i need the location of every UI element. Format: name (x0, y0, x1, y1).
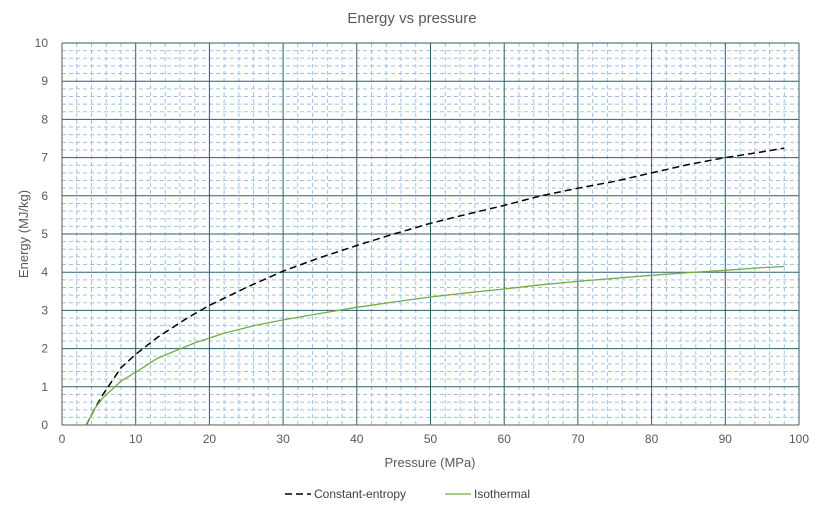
x-tick-label: 30 (276, 432, 290, 446)
legend: Constant-entropy Isothermal (285, 487, 530, 501)
chart-title: Energy vs pressure (347, 10, 476, 27)
y-tick-label: 7 (41, 151, 48, 165)
x-tick-labels: 0 10 20 30 40 50 60 70 80 90 100 (59, 432, 810, 446)
x-tick-label: 100 (789, 432, 809, 446)
y-tick-label: 2 (41, 342, 48, 356)
series-line-isothermal (85, 265, 785, 426)
x-tick-label: 20 (203, 432, 217, 446)
x-tick-label: 10 (129, 432, 143, 446)
x-axis-label: Pressure (MPa) (384, 455, 475, 470)
y-tick-label: 8 (41, 112, 48, 126)
y-axis-label: Energy (MJ/kg) (16, 190, 31, 278)
x-tick-label: 90 (719, 432, 733, 446)
x-tick-label: 0 (59, 432, 66, 446)
x-tick-label: 70 (571, 432, 585, 446)
y-tick-label: 1 (41, 380, 48, 394)
axes (61, 43, 799, 426)
legend-entry: Constant-entropy (314, 487, 406, 501)
y-tick-label: 0 (41, 418, 48, 432)
legend-entry: Isothermal (474, 487, 530, 501)
x-tick-label: 80 (645, 432, 659, 446)
x-tick-label: 50 (424, 432, 438, 446)
y-tick-label: 6 (41, 189, 48, 203)
x-tick-label: 60 (498, 432, 512, 446)
y-tick-labels: 0 1 2 3 4 5 6 7 8 9 10 (35, 36, 49, 432)
y-tick-label: 5 (41, 227, 48, 241)
y-tick-label: 3 (41, 303, 48, 317)
major-gridlines (61, 42, 800, 426)
series-line-constant-entropy (85, 147, 785, 426)
series-lines (85, 147, 785, 426)
y-tick-label: 4 (41, 265, 48, 279)
x-tick-label: 40 (350, 432, 364, 446)
y-tick-label: 9 (41, 74, 48, 88)
y-tick-label: 10 (35, 36, 49, 50)
